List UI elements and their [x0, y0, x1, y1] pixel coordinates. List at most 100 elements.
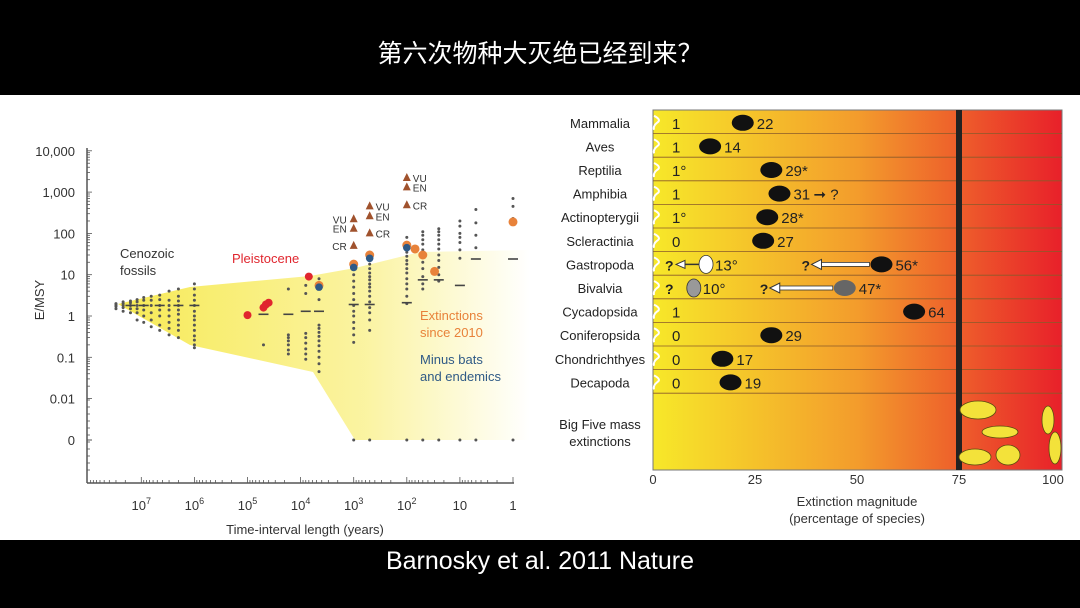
shaded-envelope: [118, 250, 530, 440]
data-dot: [352, 273, 356, 277]
minus-bats-point: [349, 263, 358, 272]
extinction-2010-point: [508, 217, 518, 227]
fish-icon: [756, 209, 779, 226]
data-dot: [142, 320, 146, 324]
data-dot: [421, 242, 425, 246]
minus-bats-point: [403, 243, 411, 252]
data-dot: [142, 308, 146, 312]
data-dot: [405, 267, 409, 271]
data-dot: [167, 308, 171, 312]
iucn-label: CR: [413, 201, 427, 212]
x-axis-label: Time-interval length (years): [226, 522, 384, 537]
extinction-2010-point: [418, 250, 428, 260]
iucn-label: EN: [376, 212, 390, 223]
data-dot: [437, 265, 441, 269]
data-dot: [458, 241, 462, 245]
fossil-rate-label: 1: [672, 116, 680, 133]
data-dot: [286, 352, 290, 356]
data-dot: [352, 292, 356, 296]
data-dot: [192, 328, 196, 332]
iucn-triangle: [402, 200, 411, 209]
x-tick-label: 105: [238, 496, 257, 513]
tick-exponent: 4: [305, 496, 310, 506]
data-dot: [192, 346, 196, 350]
unknown-marker: ?: [665, 257, 674, 273]
data-dot: [167, 298, 171, 302]
data-dot: [405, 250, 409, 254]
data-dot: [368, 328, 372, 332]
tick-exponent: 2: [412, 496, 417, 506]
data-dot: [158, 308, 162, 312]
x-tick-label: 107: [132, 496, 151, 513]
fossil-rate-label: 1: [672, 187, 680, 204]
current-extinction-label: 22: [757, 116, 774, 133]
iucn-triangle: [349, 240, 358, 249]
x-axis-label: (percentage of species): [789, 511, 925, 526]
data-dot: [368, 262, 372, 266]
y-tick-label: 0.1: [57, 350, 75, 365]
data-dot: [317, 355, 321, 359]
data-dot: [128, 299, 132, 303]
taxon-label: Aves: [586, 139, 615, 154]
modern-taxon-outline-icon: [652, 162, 660, 178]
unknown-marker: ?: [760, 281, 769, 297]
data-dot: [437, 253, 441, 257]
tick-base: 1: [509, 498, 516, 513]
tick-exponent: 3: [358, 496, 363, 506]
x-axis-label: Extinction magnitude: [797, 494, 918, 509]
data-dot: [458, 231, 462, 235]
data-dot: [405, 282, 409, 286]
data-dot: [167, 289, 171, 293]
data-dot: [405, 277, 409, 281]
data-dot: [317, 370, 321, 374]
data-dot: [474, 438, 478, 442]
shark-icon: [711, 350, 734, 367]
data-dot: [176, 294, 180, 298]
iucn-triangle: [349, 214, 358, 223]
modern-taxon-outline-icon: [652, 280, 660, 296]
data-dot: [458, 219, 462, 223]
data-dot: [192, 318, 196, 322]
data-dot: [352, 438, 356, 442]
frog-icon: [768, 185, 791, 202]
current-extinction-label: 14: [724, 139, 741, 156]
data-dot: [421, 260, 425, 264]
x-tick-label: 25: [748, 472, 762, 487]
data-dot: [352, 285, 356, 289]
current-extinction-label: 29*: [785, 163, 808, 180]
current-extinction-label: 64: [928, 305, 945, 322]
data-dot: [158, 298, 162, 302]
data-dot: [158, 328, 162, 332]
y-tick-label: 0.01: [50, 392, 75, 407]
slide-title: 第六次物种大灭绝已经到来？: [377, 39, 703, 68]
data-dot: [421, 230, 425, 234]
data-dot: [437, 233, 441, 237]
data-dot: [368, 275, 372, 279]
data-dot: [121, 300, 125, 304]
data-dot: [135, 307, 139, 311]
snail-fossil-icon: [698, 254, 714, 274]
data-dot: [317, 344, 321, 348]
fossil-icon: [981, 425, 1019, 439]
data-dot: [286, 333, 290, 337]
data-dot: [421, 282, 425, 286]
modern-taxon-outline-icon: [652, 303, 660, 319]
fossil-icon: [995, 444, 1021, 466]
data-dot: [142, 296, 146, 300]
tick-base: 10: [344, 498, 358, 513]
data-dot: [317, 326, 321, 330]
data-dot: [128, 307, 132, 311]
current-extinction-label: 28*: [781, 210, 804, 227]
unknown-marker: ?: [665, 281, 674, 297]
arrow-head-icon: [674, 259, 686, 270]
data-dot: [158, 323, 162, 327]
data-dot: [192, 287, 196, 291]
data-dot: [352, 333, 356, 337]
iucn-label: CR: [376, 229, 390, 240]
minus-bats-label: and endemics: [420, 369, 501, 384]
data-dot: [437, 438, 441, 442]
cenozoic-fossils-label: Cenozoic: [120, 246, 175, 261]
data-dot: [368, 300, 372, 304]
taxon-label: Cycadopsida: [562, 305, 638, 320]
x-tick-label: 10: [453, 498, 467, 513]
